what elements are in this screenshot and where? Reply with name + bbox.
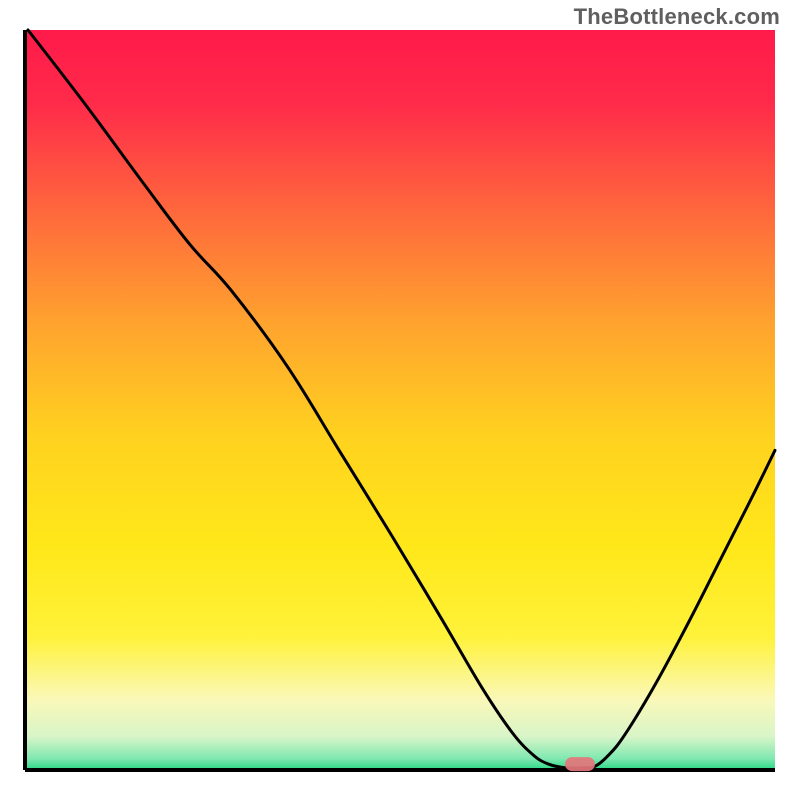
bottleneck-chart (0, 0, 800, 800)
optimal-point-marker (565, 757, 595, 771)
chart-background-gradient (25, 30, 775, 770)
watermark-text: TheBottleneck.com (574, 4, 780, 30)
